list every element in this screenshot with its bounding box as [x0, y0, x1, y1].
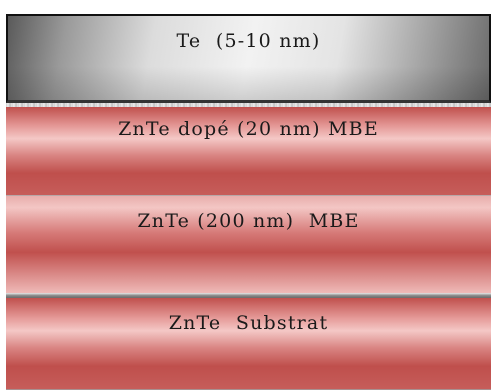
- interface-roughness: [6, 103, 491, 107]
- layer-separator: [6, 293, 491, 298]
- znte-doped-layer-label: ZnTe dopé (20 nm) MBE: [118, 118, 379, 140]
- znte-doped-layer: ZnTe dopé (20 nm) MBE: [6, 107, 491, 195]
- znte-substrate-layer: ZnTe Substrat: [6, 298, 491, 390]
- te-layer-label: Te (5-10 nm): [176, 30, 321, 52]
- layer-stack-diagram: Te (5-10 nm) ZnTe dopé (20 nm) MBE ZnTe …: [6, 14, 491, 390]
- znte-mbe-layer-label: ZnTe (200 nm) MBE: [137, 210, 360, 232]
- znte-mbe-layer: ZnTe (200 nm) MBE: [6, 195, 491, 293]
- te-layer: Te (5-10 nm): [6, 14, 491, 103]
- znte-substrate-layer-label: ZnTe Substrat: [168, 312, 329, 334]
